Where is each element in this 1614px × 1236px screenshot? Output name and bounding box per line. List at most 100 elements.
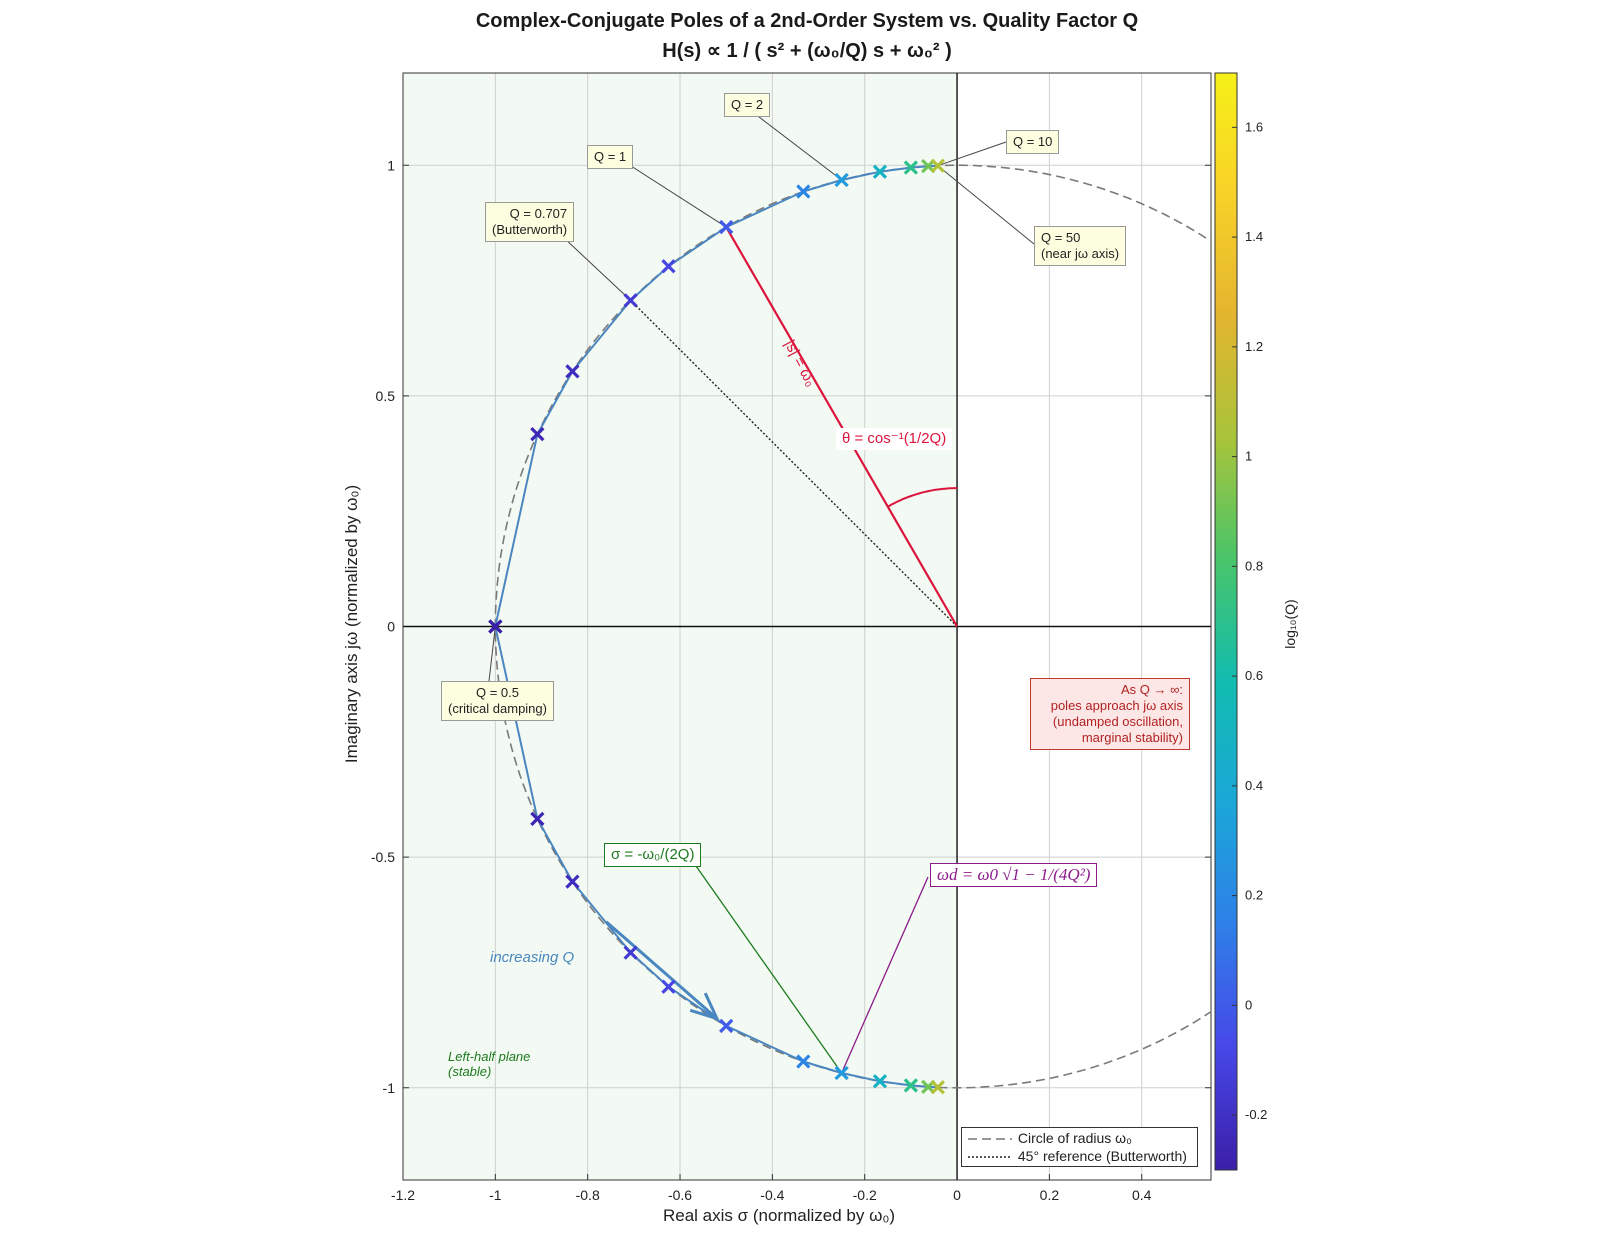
pole-lower xyxy=(930,1080,945,1095)
y-tick-label: -1 xyxy=(383,1080,396,1096)
legend-dotted-swatch xyxy=(968,1156,1012,1158)
legend-item-circle: Circle of radius ω₀ xyxy=(966,1129,1132,1147)
x-tick-label: -0.2 xyxy=(853,1187,877,1203)
annotation-omega-d: ωd = ω0 √1 − 1/(4Q²) xyxy=(930,863,1098,887)
tick-labels: -1.2 -1 -0.8 -0.6 -0.4 -0.2 0 0.2 0.4 -1 -0.5 0 0.5 1 xyxy=(371,157,1152,1203)
pole-lower xyxy=(796,1054,811,1069)
annotation-lhp-line1: Left-half plane xyxy=(448,1049,531,1064)
q-annotation-leader xyxy=(937,165,1035,245)
pole-marker-stroke-b xyxy=(834,172,849,188)
colorbar-tick-label: 1.4 xyxy=(1245,229,1263,244)
pole-lower xyxy=(661,979,676,994)
annotation-q05-line1: Q = 0.5 xyxy=(475,685,519,700)
legend-label-butterworth: 45° reference (Butterworth) xyxy=(1017,1148,1187,1164)
pole-marker-stroke-b xyxy=(930,1080,945,1095)
sigma-leader-line xyxy=(688,855,843,1074)
colorbar-label: log₁₀(Q) xyxy=(1282,599,1298,649)
colorbar-tick-label: 1 xyxy=(1245,449,1252,464)
annotation-theta: θ = cos⁻¹(1/2Q) xyxy=(836,428,953,450)
annotation-q50: Q = 50 (near jω axis) xyxy=(1034,226,1127,266)
legend: Circle of radius ω₀ 45° reference (Butte… xyxy=(961,1127,1198,1167)
pole-marker-stroke-b xyxy=(872,1074,888,1089)
colorbar-tick-label: 0.2 xyxy=(1245,888,1263,903)
pole-marker-stroke-b xyxy=(488,619,503,634)
chart-subtitle: H(s) ∝ 1 / ( s² + (ω₀/Q) s + ω₀² ) xyxy=(662,40,952,62)
colorbar-tick-label: 1.6 xyxy=(1245,119,1263,134)
pole-lower xyxy=(565,874,580,889)
annotation-sigma: σ = -ω₀/(2Q) xyxy=(604,843,702,867)
legend-item-butterworth: 45° reference (Butterworth) xyxy=(966,1147,1187,1165)
annotation-q05: Q = 0.5 (critical damping) xyxy=(441,681,554,721)
x-tick-label: -1.2 xyxy=(391,1187,415,1203)
x-tick-label: -0.8 xyxy=(576,1187,600,1203)
y-tick-label: 0.5 xyxy=(376,388,396,404)
x-tick-label: -0.6 xyxy=(668,1187,692,1203)
pole-marker-stroke-b xyxy=(530,811,545,826)
annotation-q2: Q = 2 xyxy=(724,93,771,117)
pole-upper xyxy=(796,184,811,199)
pole-upper xyxy=(903,160,919,175)
pole-upper xyxy=(719,219,734,235)
q-annotation-leader xyxy=(616,156,727,228)
plot-frame xyxy=(402,72,1212,1181)
pole-lower xyxy=(530,811,545,826)
pole-upper xyxy=(530,427,545,442)
pole-lower xyxy=(623,945,638,960)
pole-marker-stroke-b xyxy=(796,184,811,199)
x-tick-label: 0 xyxy=(953,1187,961,1203)
x-tick-label: -1 xyxy=(489,1187,502,1203)
pole-marker-stroke-b xyxy=(930,158,945,173)
annotation-q50-line1: Q = 50 xyxy=(1041,230,1081,245)
annotation-note-line1: As Q → ∞: xyxy=(1121,682,1183,697)
pole-lower xyxy=(719,1018,734,1034)
pole-marker-stroke-b xyxy=(903,1078,919,1093)
annotation-note-line3: (undamped oscillation, xyxy=(1052,714,1183,729)
annotation-q0707-line1: Q = 0.707 xyxy=(509,206,568,221)
pole-marker-stroke-b xyxy=(565,364,580,379)
poles xyxy=(488,158,945,1095)
theta-arc xyxy=(887,487,958,508)
colorbar-tick-label: 0.6 xyxy=(1245,668,1263,683)
colorbar-tick-label: 0 xyxy=(1245,997,1252,1012)
annotation-lhp: Left-half plane (stable) xyxy=(442,1046,536,1082)
q-annotation-leader xyxy=(937,141,1007,167)
pole-marker-stroke-b xyxy=(796,1054,811,1069)
pole-marker-stroke-b xyxy=(661,979,676,994)
x-tick-label: 0.2 xyxy=(1040,1187,1060,1203)
annotation-q0707-line2: (Butterworth) xyxy=(492,222,568,237)
pole-upper xyxy=(565,364,580,379)
y-tick-label: 1 xyxy=(387,157,395,173)
pole-upper xyxy=(872,164,888,179)
annotation-q1: Q = 1 xyxy=(587,145,634,169)
colorbar-tick-label: 0.4 xyxy=(1245,778,1263,793)
q-annotation-leader xyxy=(562,236,631,301)
pole-upper xyxy=(661,259,676,274)
annotation-note-line2: poles approach jω axis xyxy=(1050,698,1183,713)
pole-lower xyxy=(834,1065,849,1081)
pole-upper xyxy=(623,293,638,308)
pole-upper xyxy=(834,172,849,188)
q-annotation-leader xyxy=(488,626,496,682)
butterworth-reference-line xyxy=(630,299,958,627)
y-axis-label: Imaginary axis jω (normalized by ω₀) xyxy=(342,484,361,764)
radius-line xyxy=(725,226,959,628)
x-tick-label: 0.4 xyxy=(1132,1187,1152,1203)
pole-lower xyxy=(488,619,503,634)
pole-marker-stroke-b xyxy=(903,160,919,175)
colorbar-tick-label: -0.2 xyxy=(1245,1107,1267,1122)
chart-title: Complex-Conjugate Poles of a 2nd-Order S… xyxy=(475,10,1139,32)
colorbar-strip xyxy=(1214,72,1238,1171)
pole-marker-stroke-b xyxy=(623,945,638,960)
pole-upper xyxy=(930,158,945,173)
increasing-q-arrow-head xyxy=(689,992,720,1021)
pole-marker-stroke-b xyxy=(719,219,734,235)
y-tick-label: -0.5 xyxy=(371,849,395,865)
omega-d-leader-line xyxy=(841,876,929,1074)
pole-marker-stroke-b xyxy=(872,164,888,179)
y-tick-label: 0 xyxy=(387,619,395,635)
lower-pole-locus xyxy=(494,626,938,1089)
colorbar: -0.2 0 0.2 0.4 0.6 0.8 1 1.2 1.4 1.6 xyxy=(1214,72,1267,1171)
annotation-q05-line2: (critical damping) xyxy=(448,701,547,716)
x-axis-label: Real axis σ (normalized by ω₀) xyxy=(663,1206,896,1225)
